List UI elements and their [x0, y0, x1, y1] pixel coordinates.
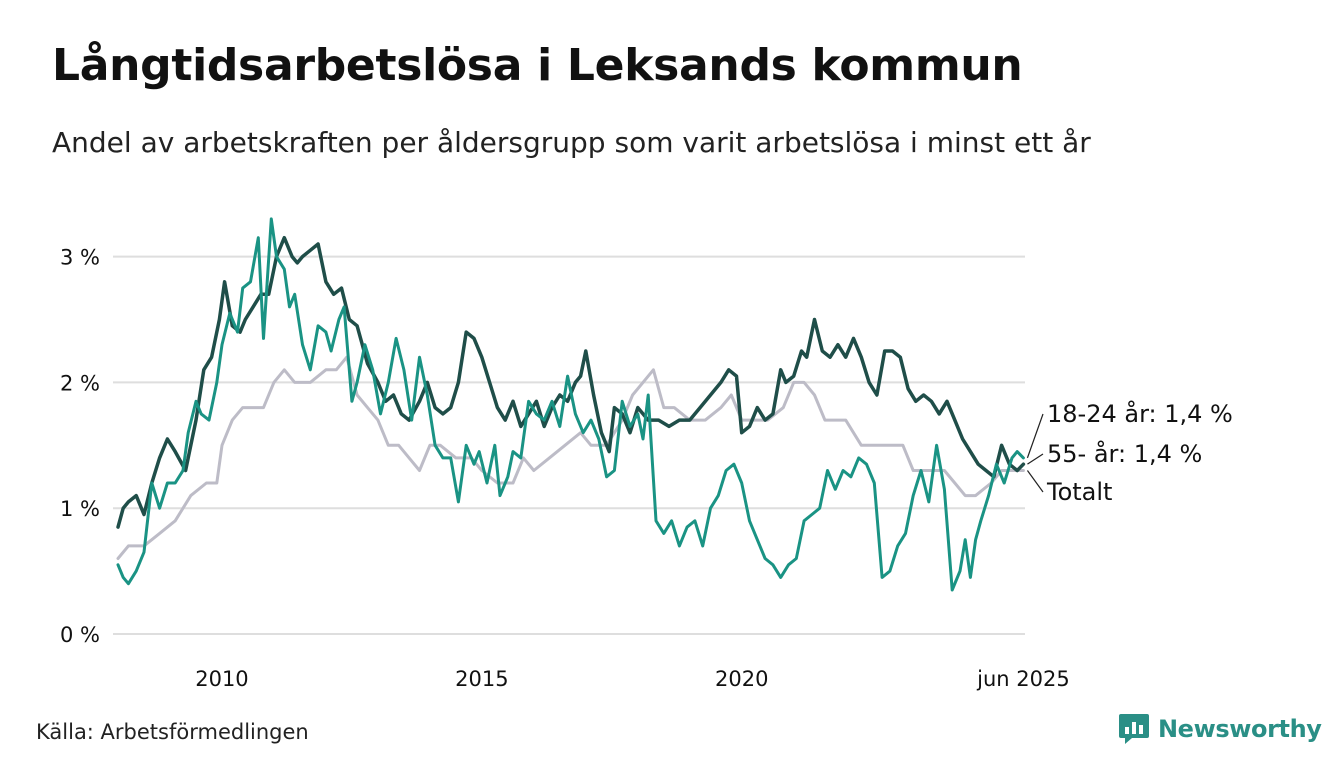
y-tick-label-0: 0 %	[60, 623, 100, 647]
series-line-0	[116, 355, 1025, 560]
brand-logo: Newsworthy	[1118, 712, 1322, 746]
x-tick-label-1: 2015	[455, 667, 508, 691]
x-tick-label-2: 2020	[715, 667, 768, 691]
source-note: Källa: Arbetsförmedlingen	[36, 720, 309, 744]
series-line-2	[116, 217, 1025, 592]
y-tick-label-3: 3 %	[60, 246, 100, 270]
y-tick-label-1: 1 %	[60, 497, 100, 521]
y-tick-label-2: 2 %	[60, 371, 100, 395]
series-end-label-2: 18-24 år: 1,4 %	[1047, 399, 1233, 428]
end-label-connector-2	[1026, 413, 1044, 459]
x-tick-label-3: jun 2025	[976, 667, 1070, 691]
x-tick-label-0: 2010	[195, 667, 248, 691]
bar-chart-speech-icon	[1119, 714, 1149, 744]
chart-subtitle: Andel av arbetskraften per åldersgrupp s…	[52, 126, 1091, 159]
series-line-1	[116, 235, 1026, 529]
end-label-connector-1	[1027, 453, 1044, 465]
end-label-connector-0	[1026, 470, 1044, 493]
chart-title: Långtidsarbetslösa i Leksands kommun	[52, 40, 1023, 91]
x-axis-tick-labels: 2010 2015 2020 jun 2025	[195, 667, 1070, 691]
series-end-labels: Totalt 55- år: 1,4 % 18-24 år: 1,4 %	[1026, 399, 1233, 506]
brand-name: Newsworthy	[1158, 715, 1322, 743]
y-axis-tick-labels: 0 % 1 % 2 % 3 %	[60, 246, 100, 647]
series-end-label-0: Totalt	[1046, 478, 1112, 506]
series-end-label-1: 55- år: 1,4 %	[1047, 439, 1202, 468]
series-lines	[116, 217, 1026, 592]
